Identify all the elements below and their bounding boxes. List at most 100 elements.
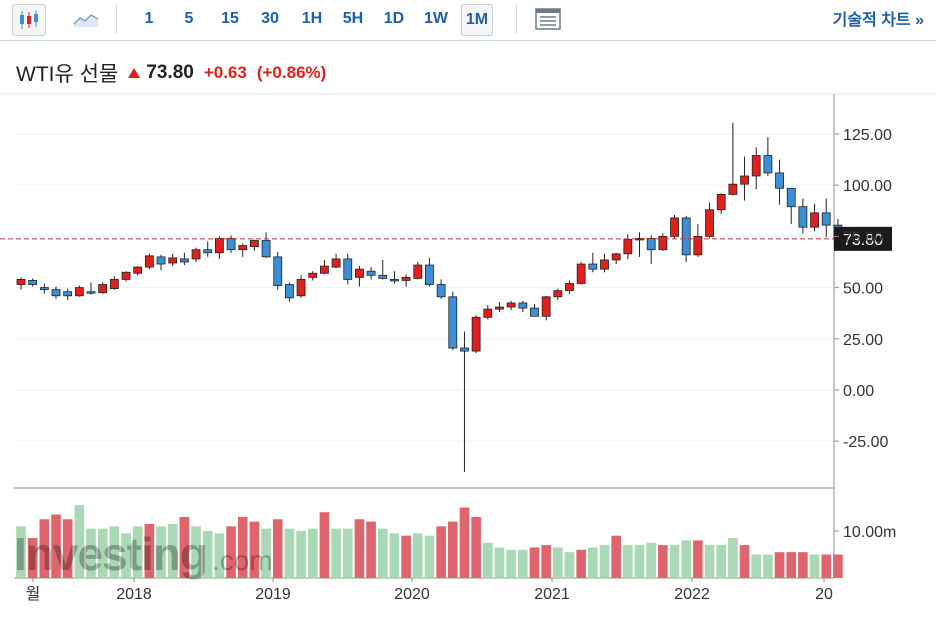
volume-bar bbox=[261, 528, 271, 578]
candle-up bbox=[144, 255, 154, 268]
volume-bar bbox=[459, 507, 470, 578]
volume-bar bbox=[494, 547, 505, 578]
candle-up bbox=[541, 296, 551, 317]
volume-bar bbox=[529, 547, 540, 578]
volume-bar bbox=[728, 538, 738, 578]
candle-up bbox=[320, 265, 329, 274]
candle-down bbox=[63, 291, 73, 297]
time-tick-label: 2022 bbox=[674, 586, 710, 603]
layout-icon[interactable] bbox=[532, 4, 564, 34]
last-price-line: 73.80 bbox=[0, 226, 892, 251]
volume-bar bbox=[786, 552, 797, 578]
candlestick-icon[interactable] bbox=[12, 4, 46, 36]
interval-1d[interactable]: 1D bbox=[383, 10, 405, 27]
volume-bar bbox=[611, 535, 621, 578]
candle-up bbox=[623, 239, 633, 255]
candle-down bbox=[203, 249, 213, 254]
volume-bar bbox=[833, 554, 843, 578]
interval-15[interactable]: 15 bbox=[221, 10, 239, 27]
watermark-text: Investing bbox=[14, 528, 207, 580]
candle-down bbox=[448, 296, 458, 349]
volume-bar bbox=[366, 521, 376, 578]
chart-toolbar: 1 5 15 30 1H 5H 1D 1W 1M 기술적 차트 » bbox=[0, 0, 936, 41]
time-tick-label: 2018 bbox=[116, 586, 152, 603]
candle-down bbox=[51, 289, 61, 297]
price-tick-label: 75.00 bbox=[843, 229, 883, 246]
volume-bar bbox=[424, 535, 435, 578]
candle-up bbox=[716, 194, 726, 211]
volume-bar bbox=[284, 528, 295, 578]
candle-down bbox=[156, 256, 166, 265]
interval-5[interactable]: 5 bbox=[184, 10, 194, 27]
candle-up bbox=[109, 279, 119, 290]
interval-1w[interactable]: 1W bbox=[424, 10, 448, 27]
price-tick-label: 100.00 bbox=[843, 178, 892, 195]
candle-down bbox=[378, 274, 388, 279]
volume-bar bbox=[74, 505, 85, 578]
interval-5h[interactable]: 5H bbox=[342, 10, 364, 27]
volume-bar bbox=[541, 545, 551, 578]
volume-bar bbox=[821, 554, 832, 578]
candle-down bbox=[179, 258, 189, 263]
candle-up bbox=[355, 268, 364, 278]
volume-bar bbox=[62, 519, 73, 578]
volume-bar bbox=[634, 545, 645, 578]
interval-1m[interactable]: 1M bbox=[461, 4, 493, 36]
volume-bar bbox=[132, 526, 143, 578]
time-tick-label: 2021 bbox=[534, 586, 570, 603]
candle-up bbox=[728, 183, 738, 195]
interval-1[interactable]: 1 bbox=[144, 10, 154, 27]
candle-up bbox=[635, 238, 644, 241]
candle-down bbox=[86, 291, 96, 294]
volume-bar bbox=[763, 554, 773, 578]
candle-up bbox=[553, 290, 563, 298]
candle-down bbox=[460, 347, 469, 352]
interval-1h[interactable]: 1H bbox=[301, 10, 323, 27]
candle-up bbox=[16, 279, 26, 285]
volume-bar bbox=[342, 528, 353, 578]
volume-bar bbox=[109, 526, 120, 578]
instrument-name: WTI유 선물 bbox=[16, 63, 119, 86]
volume-bar bbox=[121, 533, 131, 578]
price-tick-label: 50.00 bbox=[843, 281, 883, 298]
volume-bar bbox=[564, 552, 575, 578]
candle-up bbox=[565, 283, 574, 292]
volume-bar bbox=[447, 521, 458, 578]
candle-down bbox=[646, 238, 656, 251]
volume-bars bbox=[16, 505, 843, 578]
volume-bar bbox=[296, 531, 306, 578]
candle-up bbox=[121, 271, 131, 280]
area-chart-icon[interactable] bbox=[70, 4, 102, 34]
candle-down bbox=[273, 256, 283, 286]
candle-down bbox=[798, 206, 808, 228]
candle-up bbox=[214, 238, 224, 254]
candle-up bbox=[331, 258, 341, 268]
volume-bar bbox=[576, 549, 586, 578]
volume-bar bbox=[704, 545, 715, 578]
candle-up bbox=[740, 175, 749, 185]
candle-up bbox=[238, 245, 248, 251]
volume-bar bbox=[553, 547, 563, 578]
candle-up bbox=[506, 302, 516, 308]
volume-bar bbox=[307, 528, 318, 578]
volume-bar bbox=[191, 526, 201, 578]
candle-up bbox=[191, 249, 201, 260]
volume-bar bbox=[669, 545, 680, 578]
candle-down bbox=[681, 217, 691, 256]
last-price-badge-label: 73.80 bbox=[843, 232, 883, 249]
volume-bar bbox=[658, 545, 668, 578]
volume-bar bbox=[51, 514, 61, 578]
volume-bar bbox=[272, 519, 283, 578]
candle-up bbox=[751, 155, 761, 177]
watermark-suffix: .com bbox=[212, 545, 273, 576]
candle-down bbox=[366, 270, 376, 276]
interval-30[interactable]: 30 bbox=[261, 10, 279, 27]
volume-bar bbox=[774, 552, 785, 578]
volume-bar bbox=[716, 545, 726, 578]
volume-bar bbox=[144, 523, 155, 578]
volume-bar bbox=[436, 526, 446, 578]
technical-chart-link[interactable]: 기술적 차트 » bbox=[832, 12, 924, 29]
volume-bar bbox=[401, 535, 411, 578]
candle-up bbox=[471, 316, 481, 352]
